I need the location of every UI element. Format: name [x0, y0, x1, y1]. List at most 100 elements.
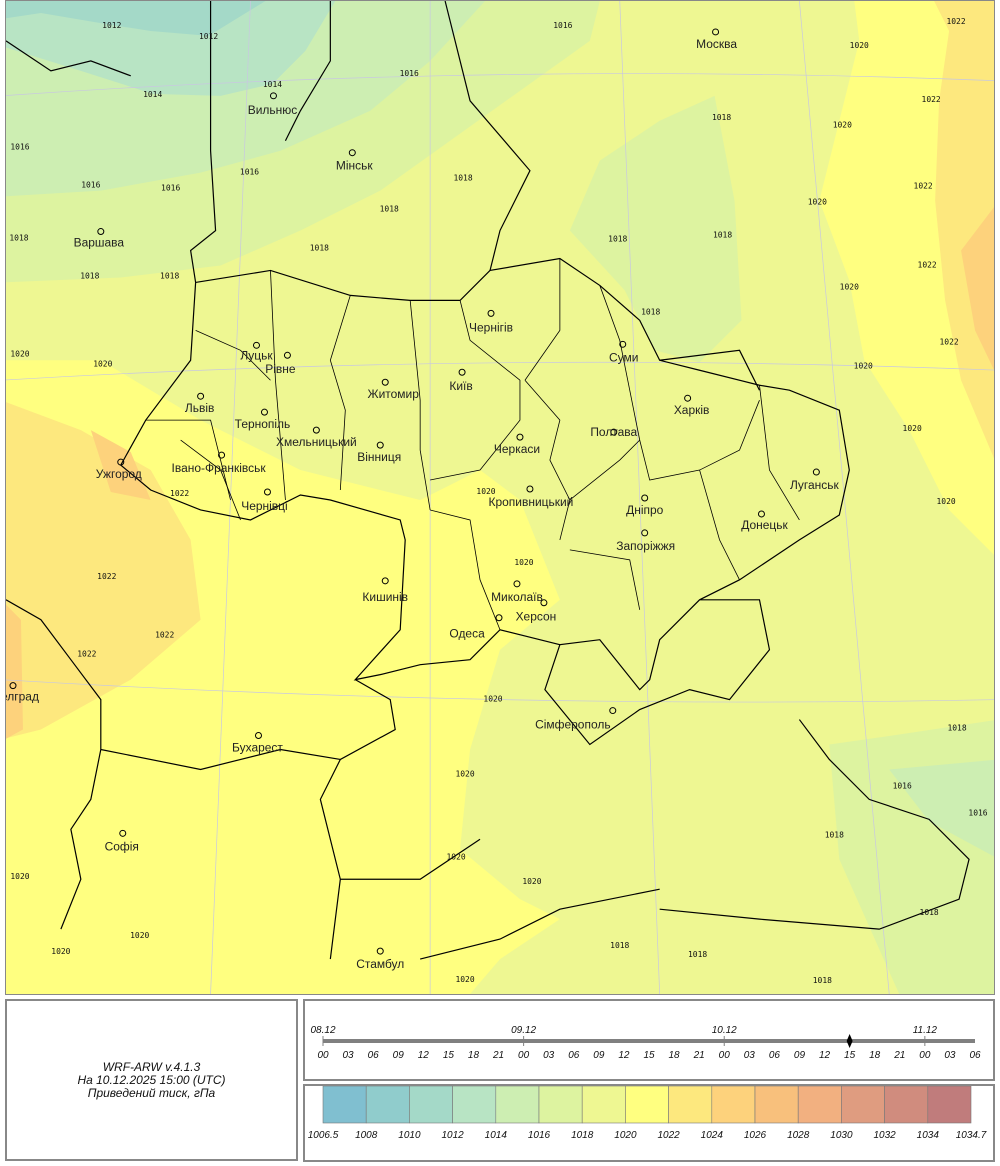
legend-swatch — [365, 1085, 410, 1124]
current-time-handle[interactable] — [846, 1034, 853, 1048]
legend-tick-label: 1018 — [571, 1130, 594, 1141]
legend-tick-label: 1028 — [787, 1130, 810, 1141]
city-marker-icon — [540, 599, 548, 607]
legend-tick-label: 1034 — [917, 1130, 940, 1141]
isobar-label: 1016 — [968, 808, 987, 817]
city-label: Софія — [105, 839, 139, 853]
date-label: 11.12 — [913, 1025, 938, 1036]
city-marker-icon — [218, 451, 226, 459]
legend-swatch — [927, 1085, 972, 1124]
isobar-label: 1012 — [199, 32, 218, 41]
hour-tick-label: 15 — [844, 1050, 856, 1061]
city-marker-icon — [609, 707, 617, 715]
city-marker-icon — [684, 394, 692, 402]
city-marker-icon — [348, 149, 356, 157]
city-marker-icon — [812, 468, 820, 476]
city-label: Мінськ — [336, 159, 373, 173]
city-label: Рівне — [265, 362, 296, 376]
isobar-label: 1018 — [9, 234, 28, 243]
legend-tick-label: 1014 — [485, 1130, 508, 1141]
hour-tick-label: 21 — [693, 1050, 705, 1061]
field-1010-1012 — [6, 1, 266, 36]
date-label: 08.12 — [310, 1025, 335, 1036]
isobar-label: 1020 — [455, 975, 474, 984]
legend-tick-label: 1024 — [701, 1130, 724, 1141]
parameter-name: Приведений тиск, гПа — [87, 1085, 216, 1100]
valid-time: На 10.12.2025 15:00 (UTC) — [77, 1072, 226, 1087]
city-marker-icon — [516, 433, 524, 441]
isobar-label: 1018 — [608, 235, 627, 244]
hour-tick-label: 12 — [618, 1050, 630, 1061]
isobar-label: 1020 — [850, 41, 869, 50]
isobar-label: 1016 — [10, 143, 29, 152]
city-marker-icon — [197, 392, 205, 400]
city-label: Херсон — [516, 610, 557, 624]
city-marker-icon — [376, 947, 384, 955]
city-label: Полтава — [590, 425, 637, 439]
field-1022-1024-sw — [6, 402, 201, 739]
map-canvas: 1012 1012 1014 1014 1016 1016 1016 1016 1016 1016… — [6, 1, 994, 994]
isobar-label: 1020 — [483, 695, 502, 704]
isobar-label: 1020 — [10, 349, 29, 358]
isobar-label: 1018 — [380, 205, 399, 214]
field-1014-1016-se — [889, 759, 994, 857]
legend-tick-label: 1030 — [830, 1130, 853, 1141]
isobar-label: 1018 — [310, 244, 329, 253]
isobar-label: 1020 — [10, 872, 29, 881]
city-label: Харків — [674, 403, 710, 417]
city-marker-icon — [260, 408, 268, 416]
legend-tick-label: 1016 — [528, 1130, 551, 1141]
city-label: Миколаїв — [491, 590, 543, 604]
isobar-labels: 1012 1012 1014 1014 1016 1016 1016 1016 1016 1016… — [9, 17, 987, 985]
legend-scale: 1006.5 1008 1010 1012 1014 1016 1018 1020 1022 10… — [308, 1085, 987, 1141]
isobar-label: 1014 — [143, 90, 162, 99]
city-marker-icon — [376, 441, 384, 449]
city-marker-icon — [97, 228, 105, 236]
pressure-map[interactable]: 1012 1012 1014 1014 1016 1016 1016 1016 1016 1016… — [5, 0, 995, 995]
isobar-label: 1022 — [918, 260, 937, 269]
hour-tick-label: 03 — [543, 1050, 555, 1061]
city-label: Запоріжжя — [616, 539, 675, 553]
city-label: Кропивницький — [489, 495, 574, 509]
isobar-label: 1018 — [713, 231, 732, 240]
isobar-label: 1020 — [93, 359, 112, 368]
isobar-label: 1022 — [939, 337, 958, 346]
city-marker-icon — [269, 92, 277, 100]
field-1022-1024-east — [934, 1, 994, 459]
city-label: Бухарест — [232, 740, 283, 754]
hour-tick-label: 00 — [719, 1050, 731, 1061]
legend-swatch — [452, 1085, 497, 1124]
hour-tick-label: 06 — [969, 1050, 981, 1061]
city-label: Вильнюс — [248, 103, 297, 117]
hour-tick-label: 21 — [492, 1050, 504, 1061]
time-slider[interactable]: 00 03 06 09 12 15 18 21 00 03 06 09 12 15 18 21 00 03 06 09… — [305, 1001, 993, 1079]
city-label: Дніпро — [626, 503, 664, 517]
city-label: Луганськ — [790, 478, 840, 492]
hour-tick-label: 03 — [343, 1050, 355, 1061]
hour-tick-label: 09 — [593, 1050, 605, 1061]
isobar-label: 1016 — [240, 168, 259, 177]
isobar-label: 1020 — [936, 497, 955, 506]
isobar-label: 1016 — [400, 69, 419, 78]
city-marker-icon — [610, 428, 618, 436]
hour-tick-label: 06 — [368, 1050, 380, 1061]
country-borders — [6, 1, 970, 960]
ukraine-border — [120, 257, 850, 746]
city-marker-icon — [254, 732, 262, 740]
city-label: Стамбул — [356, 957, 404, 971]
date-label: 09.12 — [511, 1025, 536, 1036]
isobar-label: 1020 — [833, 121, 852, 130]
city-marker-icon — [381, 577, 389, 585]
time-slider-panel: 00 03 06 09 12 15 18 21 00 03 06 09 12 15 18 21 00 03 06 09… — [303, 999, 995, 1081]
city-label: Москва — [696, 37, 737, 51]
isobar-label: 1018 — [80, 271, 99, 280]
isobar-label: 1022 — [97, 572, 116, 581]
city-marker-icon — [9, 682, 17, 690]
isobar-label: 1022 — [77, 650, 96, 659]
isobar-label: 1020 — [514, 558, 533, 567]
isobar-label: 1018 — [453, 174, 472, 183]
city-label: Ужгород — [96, 467, 142, 481]
legend-swatch — [495, 1085, 540, 1124]
hour-tick-label: 06 — [769, 1050, 781, 1061]
